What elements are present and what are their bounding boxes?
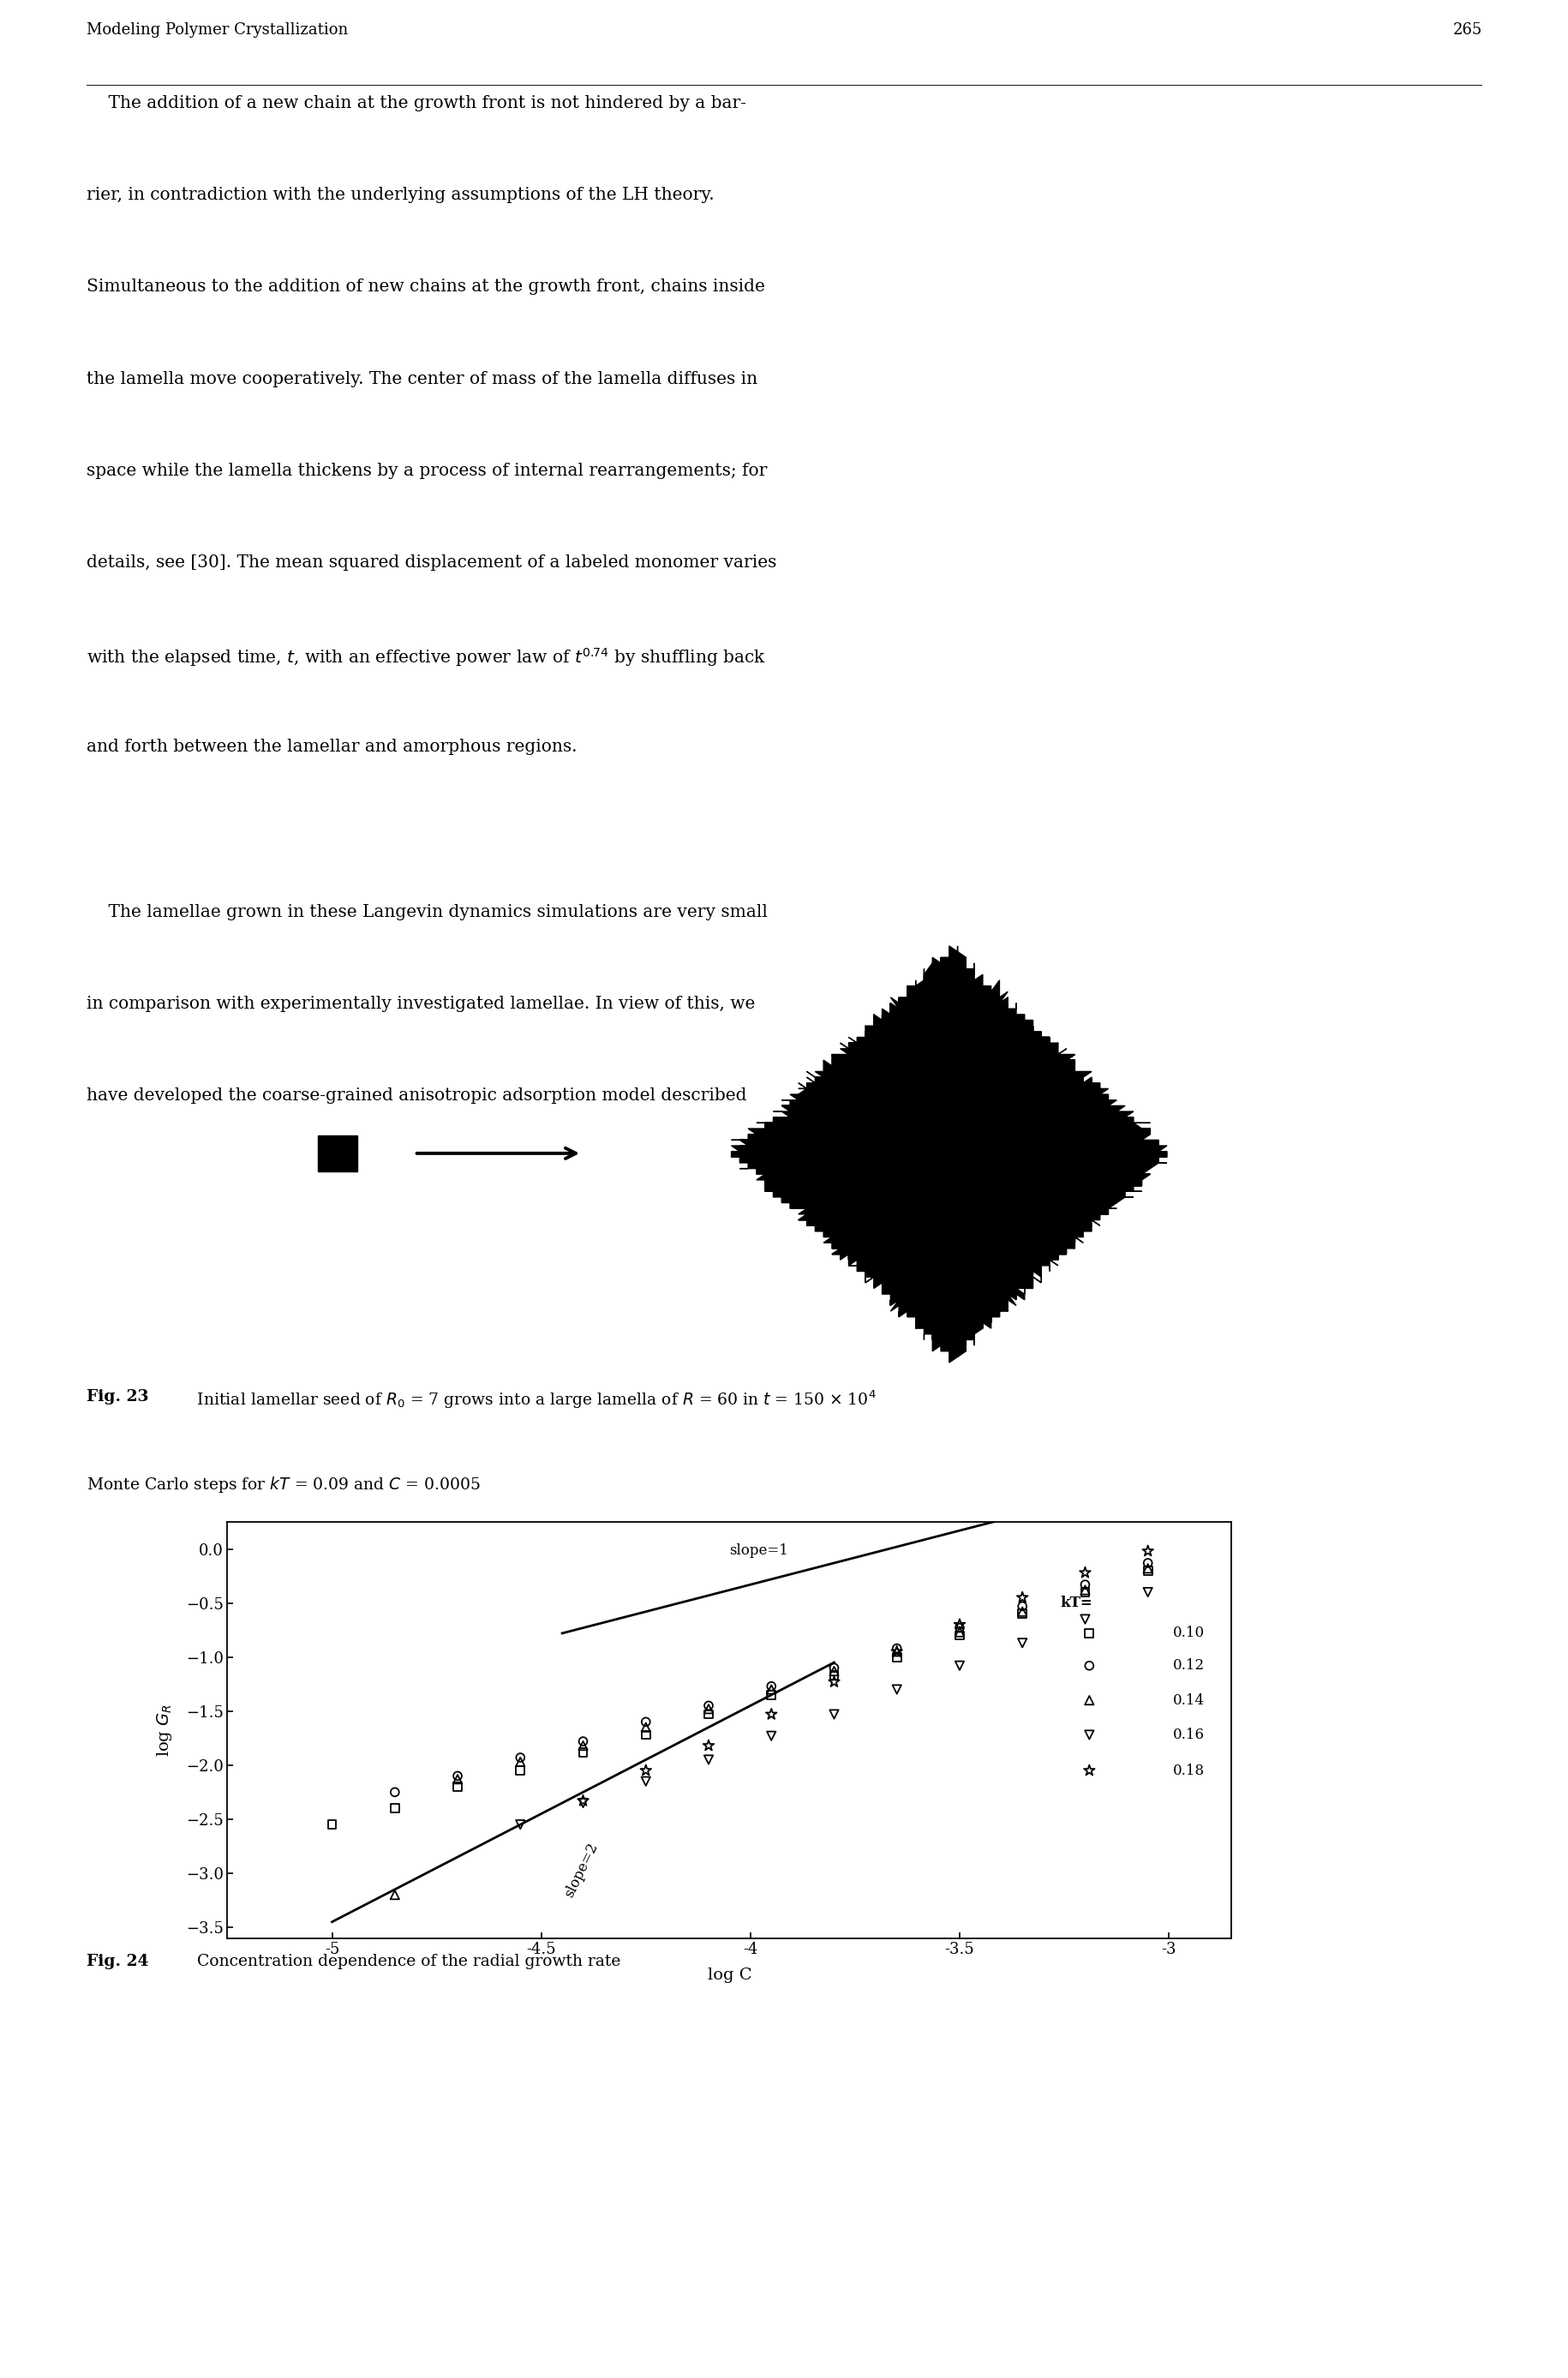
Point xyxy=(633,1707,659,1745)
Point xyxy=(947,1605,972,1643)
Point xyxy=(633,1717,659,1755)
Text: Simultaneous to the addition of new chains at the growth front, chains inside: Simultaneous to the addition of new chai… xyxy=(86,278,764,295)
Point xyxy=(1010,1596,1035,1634)
Text: Concentration dependence of the radial growth rate: Concentration dependence of the radial g… xyxy=(187,1955,621,1969)
Y-axis label: log $G_R$: log $G_R$ xyxy=(155,1703,174,1757)
Point xyxy=(759,1676,784,1715)
Point xyxy=(759,1667,784,1705)
Text: The lamellae grown in these Langevin dynamics simulations are very small: The lamellae grown in these Langevin dyn… xyxy=(86,904,767,920)
Point xyxy=(508,1805,533,1843)
Point xyxy=(383,1876,408,1914)
Text: space while the lamella thickens by a process of internal rearrangements; for: space while the lamella thickens by a pr… xyxy=(86,464,767,478)
Point xyxy=(696,1686,721,1724)
Point xyxy=(1073,1553,1098,1591)
Point xyxy=(1076,1753,1101,1791)
Point xyxy=(759,1696,784,1734)
Point xyxy=(383,1788,408,1826)
Point xyxy=(1010,1586,1035,1624)
Text: 0.14: 0.14 xyxy=(1173,1693,1204,1707)
Point xyxy=(884,1634,909,1672)
Point xyxy=(884,1638,909,1676)
Text: 265: 265 xyxy=(1452,21,1482,38)
Text: slope=1: slope=1 xyxy=(729,1543,789,1558)
Point xyxy=(947,1617,972,1655)
Text: Monte Carlo steps for $kT$ = 0.09 and $C$ = 0.0005: Monte Carlo steps for $kT$ = 0.09 and $C… xyxy=(86,1474,480,1493)
Point xyxy=(884,1669,909,1707)
Point xyxy=(822,1662,847,1700)
Point xyxy=(1076,1717,1101,1755)
Polygon shape xyxy=(731,946,1167,1363)
Point xyxy=(633,1762,659,1800)
Text: The addition of a new chain at the growth front is not hindered by a bar-: The addition of a new chain at the growt… xyxy=(86,95,746,112)
Text: 0.10: 0.10 xyxy=(1173,1627,1204,1641)
Point xyxy=(633,1703,659,1741)
X-axis label: log C: log C xyxy=(707,1967,751,1983)
Point xyxy=(696,1726,721,1764)
Text: rier, in contradiction with the underlying assumptions of the LH theory.: rier, in contradiction with the underlyi… xyxy=(86,188,713,202)
Point xyxy=(571,1734,596,1772)
Point xyxy=(383,1774,408,1812)
Point xyxy=(822,1648,847,1686)
Point xyxy=(445,1757,470,1795)
Point xyxy=(1076,1646,1101,1684)
Point xyxy=(1135,1550,1160,1589)
Point xyxy=(1010,1624,1035,1662)
Point xyxy=(1073,1572,1098,1610)
Text: 0.12: 0.12 xyxy=(1173,1657,1204,1674)
Point xyxy=(822,1653,847,1691)
Point xyxy=(508,1743,533,1781)
Point xyxy=(947,1610,972,1648)
Point xyxy=(759,1717,784,1755)
Text: slope=2: slope=2 xyxy=(561,1841,601,1900)
Point xyxy=(633,1753,659,1791)
Point xyxy=(1073,1600,1098,1638)
Point xyxy=(508,1753,533,1791)
Point xyxy=(1135,1574,1160,1612)
Point xyxy=(571,1784,596,1822)
Point xyxy=(1135,1543,1160,1581)
Text: 0.16: 0.16 xyxy=(1173,1726,1204,1743)
Point xyxy=(1010,1593,1035,1631)
Text: Initial lamellar seed of $R_0$ = 7 grows into a large lamella of $R$ = 60 in $t$: Initial lamellar seed of $R_0$ = 7 grows… xyxy=(187,1389,877,1410)
Point xyxy=(571,1781,596,1819)
Point xyxy=(445,1760,470,1798)
Point xyxy=(947,1646,972,1684)
Text: Fig. 23: Fig. 23 xyxy=(86,1389,149,1403)
Point xyxy=(1135,1531,1160,1569)
Point xyxy=(696,1691,721,1729)
Point xyxy=(320,1805,345,1843)
Point xyxy=(571,1726,596,1764)
Point xyxy=(759,1669,784,1707)
Text: 0.18: 0.18 xyxy=(1173,1762,1204,1779)
Point xyxy=(1135,1550,1160,1589)
Text: in comparison with experimentally investigated lamellae. In view of this, we: in comparison with experimentally invest… xyxy=(86,996,754,1011)
Text: Fig. 24: Fig. 24 xyxy=(86,1955,149,1969)
Point xyxy=(696,1696,721,1734)
Point xyxy=(884,1629,909,1667)
Point xyxy=(1010,1579,1035,1617)
Text: Modeling Polymer Crystallization: Modeling Polymer Crystallization xyxy=(86,21,348,38)
Point xyxy=(822,1696,847,1734)
Text: the lamella move cooperatively. The center of mass of the lamella diffuses in: the lamella move cooperatively. The cent… xyxy=(86,371,757,388)
Point xyxy=(508,1738,533,1776)
Text: kT=: kT= xyxy=(1060,1596,1091,1610)
Point xyxy=(822,1657,847,1696)
Text: have developed the coarse-grained anisotropic adsorption model described: have developed the coarse-grained anisot… xyxy=(86,1087,746,1103)
Point xyxy=(884,1634,909,1672)
Point xyxy=(1073,1565,1098,1603)
Point xyxy=(1076,1615,1101,1653)
Point xyxy=(947,1612,972,1650)
Point xyxy=(445,1767,470,1805)
Text: with the elapsed time, $t$, with an effective power law of $t^{0.74}$ by shuffli: with the elapsed time, $t$, with an effe… xyxy=(86,647,765,668)
Point xyxy=(1076,1681,1101,1719)
Point xyxy=(1073,1574,1098,1612)
Bar xyxy=(318,1134,358,1172)
Point xyxy=(571,1722,596,1760)
Point xyxy=(696,1741,721,1779)
Text: details, see [30]. The mean squared displacement of a labeled monomer varies: details, see [30]. The mean squared disp… xyxy=(86,554,776,571)
Text: and forth between the lamellar and amorphous regions.: and forth between the lamellar and amorp… xyxy=(86,737,577,754)
